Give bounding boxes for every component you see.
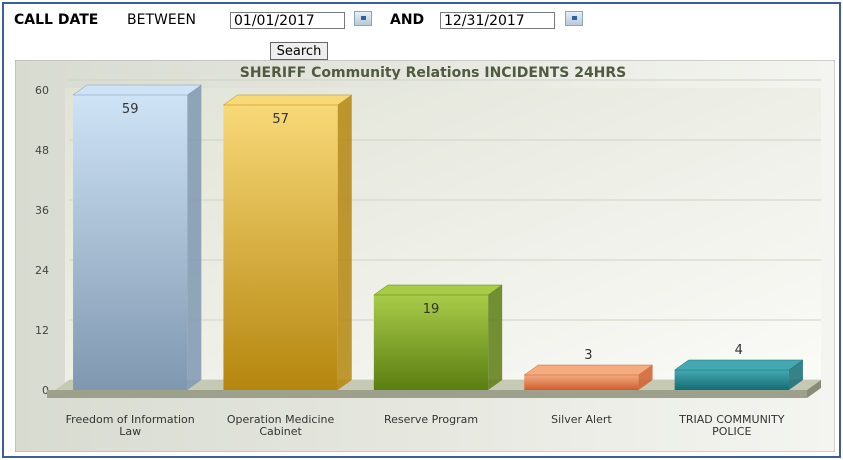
x-tick-label: Silver Alert	[551, 413, 612, 426]
label: CALL DATE	[14, 12, 99, 28]
floor-front	[47, 390, 807, 398]
start-date-input[interactable]: 01/01/2017	[230, 12, 345, 29]
end-date-input[interactable]: 12/31/2017	[440, 12, 555, 29]
bar-top	[72, 84, 203, 96]
bar	[222, 94, 353, 390]
bar	[523, 364, 654, 390]
x-tick-label: TRIAD COMMUNITY POLICE	[679, 413, 785, 438]
floor-side	[807, 380, 821, 398]
data-label: 59	[122, 102, 139, 117]
chart: SHERIFF Community Relations INCIDENTS 24…	[14, 59, 836, 453]
label: AND	[390, 12, 425, 28]
bar-top	[222, 94, 353, 106]
label: BETWEEN	[127, 12, 197, 28]
bar-front	[73, 95, 188, 390]
search-button[interactable]: Search	[270, 42, 328, 60]
bar-front	[223, 105, 338, 390]
data-label: 3	[584, 348, 592, 363]
bar-front	[674, 370, 789, 390]
y-tick-label: 48	[35, 144, 49, 157]
bar-front	[373, 295, 489, 390]
bar-side	[638, 365, 653, 390]
y-tick-label: 12	[35, 324, 49, 337]
data-label: 19	[423, 302, 440, 317]
y-tick-label: 60	[35, 84, 49, 97]
y-tick-label: 24	[35, 264, 49, 277]
chart-panel: SHERIFF Community Relations INCIDENTS 24…	[14, 59, 836, 453]
y-tick-label: 36	[35, 204, 49, 217]
y-tick-label: 0	[42, 384, 49, 397]
calendar-icon[interactable]	[565, 11, 583, 26]
x-tick-label: Freedom of Information Law	[65, 413, 195, 438]
bar-side	[337, 95, 352, 390]
bar	[373, 284, 503, 390]
bar-top	[373, 284, 503, 296]
bar-side	[788, 360, 803, 390]
calendar-icon[interactable]	[354, 11, 372, 26]
bar-side	[187, 85, 202, 390]
bar-front	[524, 375, 639, 390]
data-label: 4	[735, 343, 743, 358]
bar-top	[523, 364, 654, 376]
bar-top	[673, 359, 804, 371]
x-tick-label: Reserve Program	[383, 413, 479, 426]
bar-side	[488, 285, 503, 390]
bar	[72, 84, 203, 390]
x-tick-label: Operation Medicine Cabinet	[226, 413, 335, 438]
bar	[673, 359, 804, 390]
data-label: 57	[272, 112, 289, 127]
chart-title: SHERIFF Community Relations INCIDENTS 24…	[240, 65, 627, 81]
